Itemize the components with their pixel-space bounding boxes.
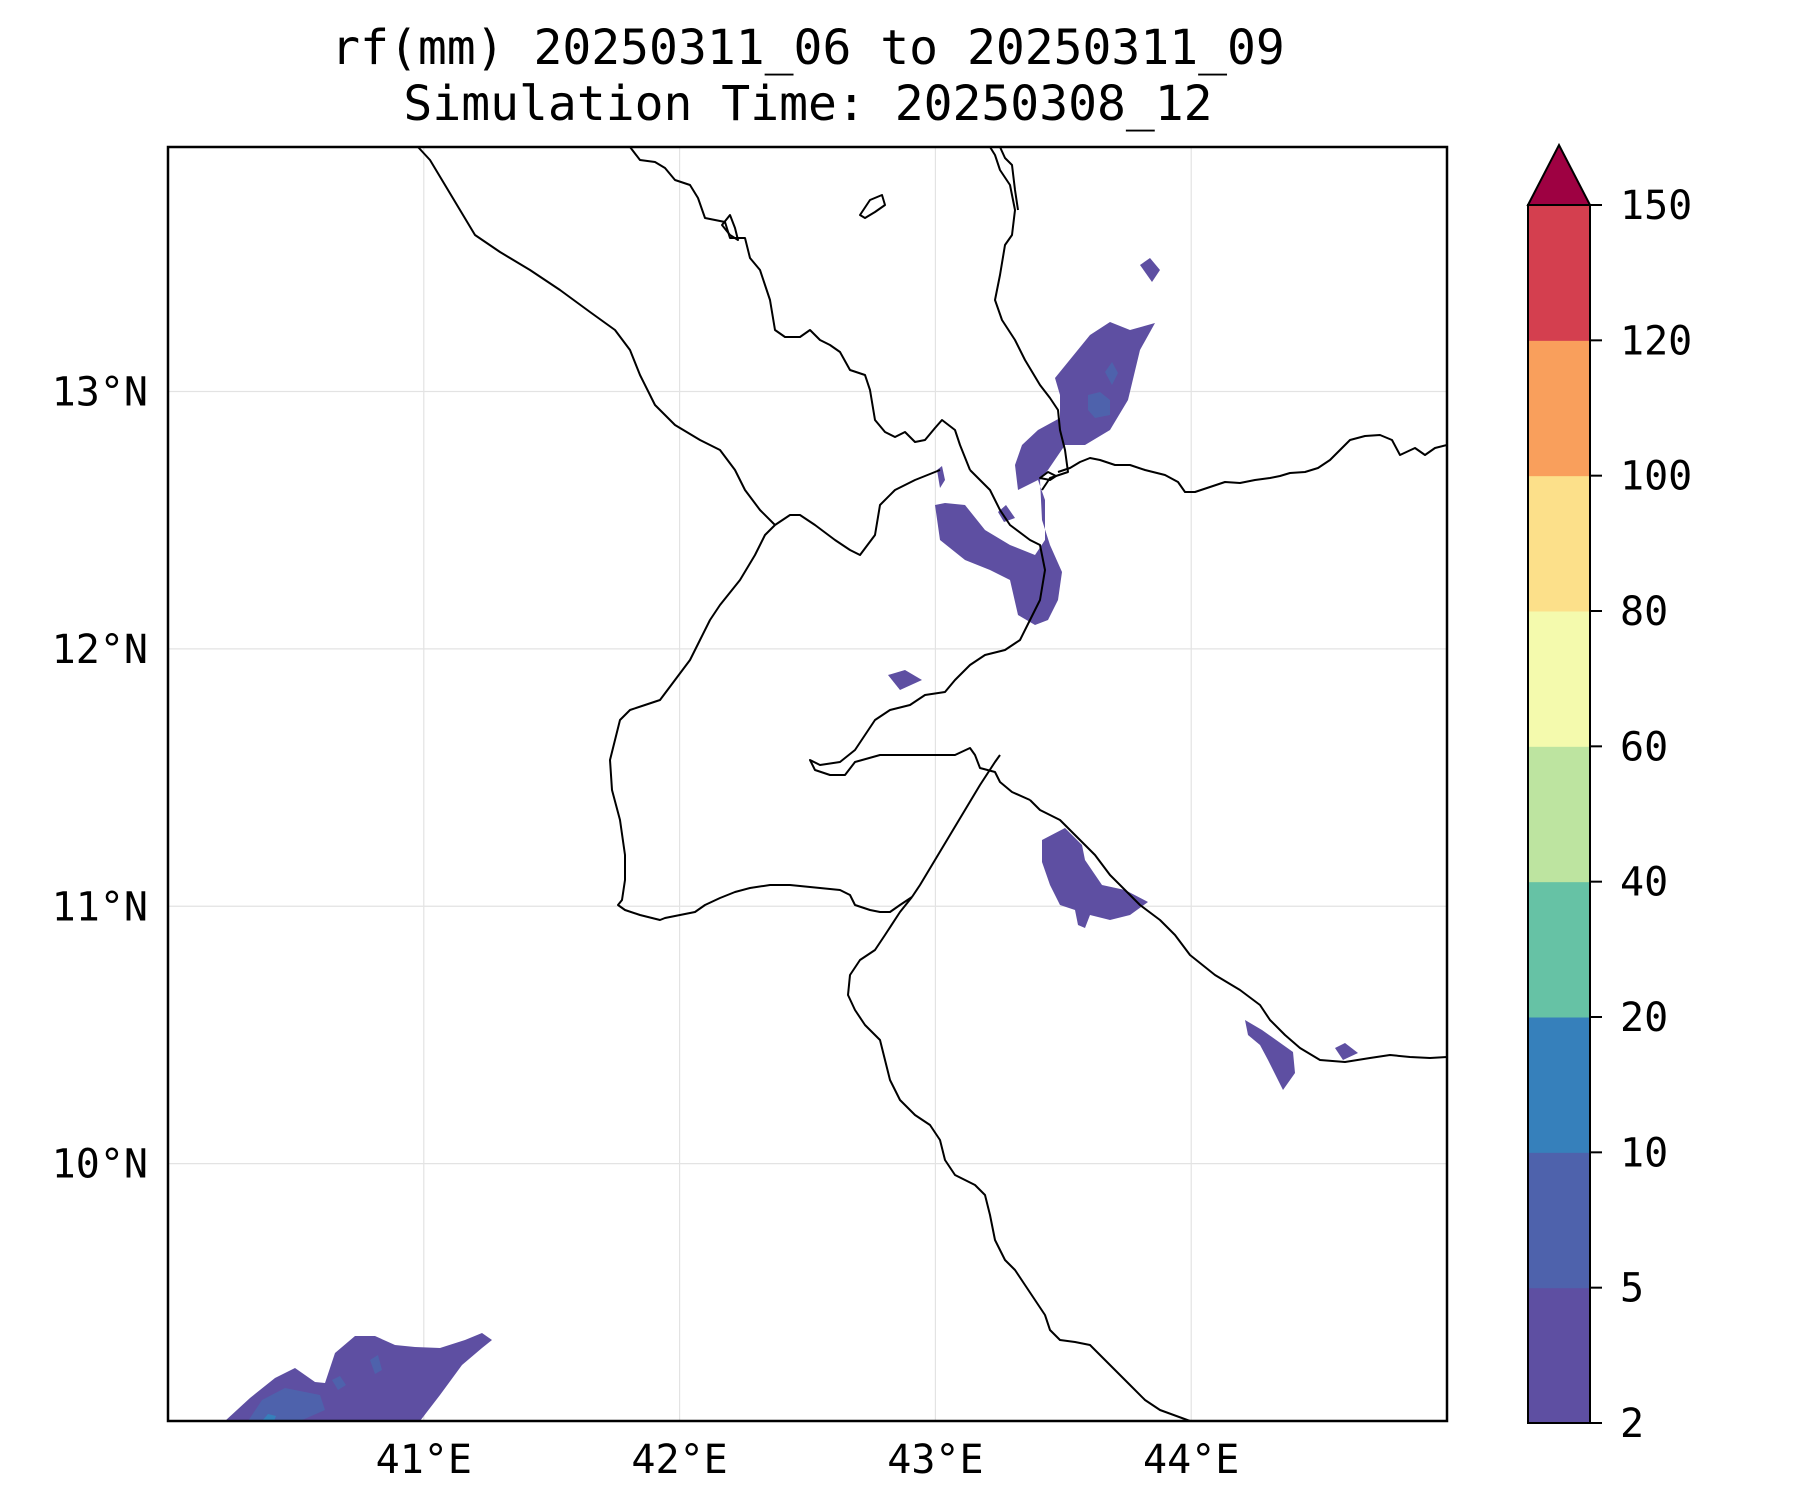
rain-area-east-1 (1245, 1020, 1295, 1090)
coastline-eritrea-north (417, 147, 776, 526)
colorbar-segment (1528, 1287, 1590, 1424)
title-line-1: rf(mm) 20250311_06 to 20250311_09 (331, 20, 1285, 76)
coastline-eritrea-inland (629, 147, 971, 471)
rainfall-contours (225, 258, 1358, 1421)
coastline-bab-el-mandeb (809, 469, 1046, 801)
coastline-djibouti-interior (609, 524, 913, 921)
coastline-eritrea-east (989, 147, 1069, 491)
rainfall-contours-level-2 (248, 362, 1118, 1421)
colorbar-tick-label: 150 (1620, 183, 1692, 229)
longitude-tick-label: 42°E (631, 1437, 727, 1483)
rain-area-level3-southwest (262, 1414, 276, 1421)
colorbar-tick-label: 2 (1620, 1401, 1644, 1447)
coastline-yemen-west (999, 147, 1019, 211)
coastline-somaliland (1029, 799, 1447, 1063)
map-title: rf(mm) 20250311_06 to 20250311_09 Simula… (168, 20, 1448, 132)
rain-area-level2-north-b (1105, 362, 1118, 385)
rain-area-gulf-tadjoura (888, 670, 922, 690)
gridlines (168, 147, 1447, 1421)
rain-area-somaliland-coast (1042, 828, 1148, 928)
longitude-tick-label: 43°E (887, 1437, 983, 1483)
rain-area-level2-north (1088, 392, 1110, 418)
island-perim (1039, 471, 1057, 481)
map-frame (166, 145, 1449, 1423)
coastlines-borders (417, 147, 1447, 1421)
latitude-tick-label: 13°N (52, 370, 148, 416)
colorbar-tick-label: 80 (1620, 589, 1668, 635)
colorbar-segment (1528, 1017, 1590, 1153)
colorbar-tick-label: 60 (1620, 724, 1668, 770)
rain-area-small-1 (937, 466, 945, 488)
latitude-tick-label: 12°N (52, 627, 148, 673)
colorbar-tick-label: 10 (1620, 1130, 1668, 1176)
border-ethiopia-somalia (847, 896, 1191, 1421)
colorbar-segment (1528, 746, 1590, 883)
island-dahlak (859, 194, 886, 219)
latitude-axis: 10°N 11°N 12°N 13°N (52, 370, 148, 1188)
rain-area-level2-southwest (248, 1388, 325, 1421)
colorbar-segment (1528, 340, 1590, 477)
coastline-djibouti-west (774, 469, 941, 556)
longitude-tick-label: 44°E (1143, 1437, 1239, 1483)
colorbar-segment (1528, 205, 1590, 341)
colorbar-tick-label: 40 (1620, 860, 1668, 906)
island-hanish (721, 214, 739, 241)
longitude-axis: 41°E 42°E 43°E 44°E (376, 1437, 1240, 1483)
colorbar-segment (1528, 1152, 1590, 1289)
colorbar-segment (1528, 611, 1590, 747)
rain-area-level2-southwest-c (332, 1376, 346, 1390)
rain-area-north-dot (1140, 258, 1160, 282)
rain-area-east-2 (1335, 1043, 1358, 1060)
title-line-2: Simulation Time: 20250308_12 (403, 76, 1213, 132)
colorbar-tick-label: 5 (1620, 1266, 1644, 1312)
rainfall-contours-level-3 (262, 1414, 276, 1421)
colorbar-tick-label: 20 (1620, 995, 1668, 1041)
border-ethiopia-somaliland (911, 754, 1001, 898)
colorbar-frame (1527, 204, 1591, 1424)
latitude-tick-label: 11°N (52, 884, 148, 930)
latitude-tick-label: 10°N (52, 1142, 148, 1188)
coastline-yemen-south (1057, 434, 1447, 493)
rain-area-small-2 (998, 505, 1015, 522)
colorbar: 2 5 10 20 40 60 80 100 120 150 (1526, 142, 1692, 1447)
colorbar-tick-label: 120 (1620, 318, 1692, 364)
colorbar-segment (1528, 475, 1590, 612)
rain-area-level2-southwest-b (370, 1355, 382, 1374)
longitude-tick-label: 41°E (376, 1437, 472, 1483)
colorbar-segment (1528, 881, 1590, 1018)
colorbar-tick-label: 100 (1620, 454, 1692, 500)
colorbar-extend-arrow (1526, 142, 1592, 206)
